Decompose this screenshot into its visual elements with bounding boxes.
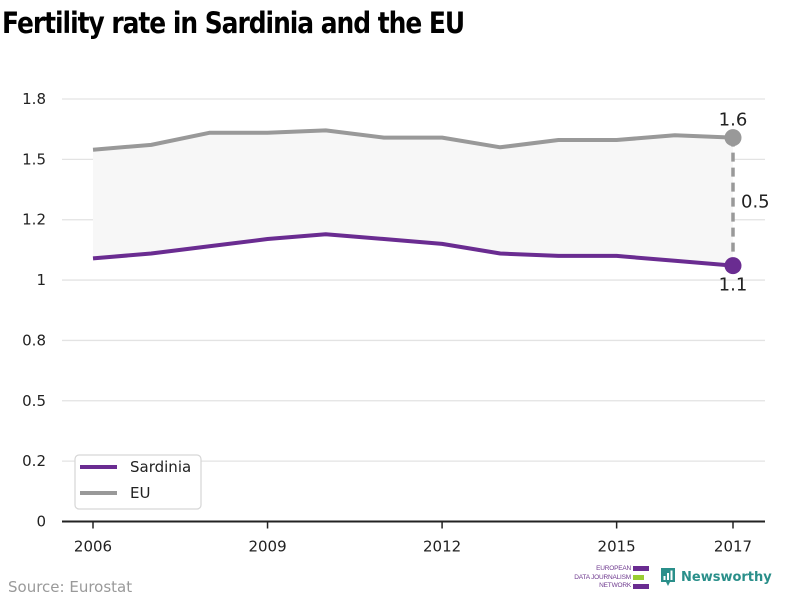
edjnet-logo-text: EUROPEAN DATA JOURNALISM NETWORK <box>574 565 631 591</box>
edjnet-logo: EUROPEAN DATA JOURNALISM NETWORK <box>574 565 649 591</box>
legend-label-sardinia: Sardinia <box>130 458 191 476</box>
y-tick-label: 1.2 <box>22 211 46 229</box>
eu-end-marker <box>724 129 742 147</box>
legend-label-eu: EU <box>130 484 150 502</box>
series-line-eu <box>92 128 734 152</box>
edjnet-bar-top <box>633 566 649 571</box>
annotations: 1.6 1.1 0.5 <box>719 110 770 296</box>
edjnet-line-3: NETWORK <box>599 582 631 589</box>
y-tick-label: 0 <box>36 513 46 531</box>
sardinia-end-label: 1.1 <box>719 275 748 296</box>
x-tick-label: 2017 <box>714 538 752 556</box>
y-tick-label: 1.8 <box>22 90 46 108</box>
y-axis-labels: 0 0.2 0.5 0.8 1 1.2 1.5 1.8 <box>22 90 46 531</box>
x-tick-label: 2015 <box>598 538 636 556</box>
gap-label: 0.5 <box>741 192 770 213</box>
x-tick-label: 2006 <box>74 538 112 556</box>
source-note: Source: Eurostat <box>8 578 133 596</box>
sardinia-end-marker <box>724 257 742 275</box>
y-tick-label: 1.5 <box>22 150 46 168</box>
newsworthy-logo: Newsworthy <box>660 566 772 588</box>
y-tick-label: 1 <box>36 271 46 289</box>
x-tick-label: 2012 <box>423 538 461 556</box>
y-tick-label: 0.8 <box>22 331 46 349</box>
eu-end-label: 1.6 <box>719 110 748 131</box>
x-axis: 2006 2009 2012 2015 2017 <box>62 520 765 556</box>
series-lines <box>92 128 734 268</box>
y-tick-label: 0.2 <box>22 452 46 470</box>
edjnet-line-1: EUROPEAN <box>596 565 631 572</box>
gap-band <box>93 130 733 266</box>
chart-title: Fertility rate in Sardinia and the EU <box>2 6 465 40</box>
newsworthy-chart-icon <box>661 568 675 586</box>
edjnet-line-2: DATA JOURNALISM <box>574 573 631 581</box>
edjnet-bar-middle <box>633 575 644 580</box>
legend: Sardinia EU <box>74 454 202 510</box>
y-tick-label: 0.5 <box>22 392 46 410</box>
newsworthy-label: Newsworthy <box>681 569 772 585</box>
series-line-sardinia <box>92 232 734 268</box>
edjnet-bar-bottom <box>633 584 649 589</box>
x-tick-label: 2009 <box>248 538 286 556</box>
